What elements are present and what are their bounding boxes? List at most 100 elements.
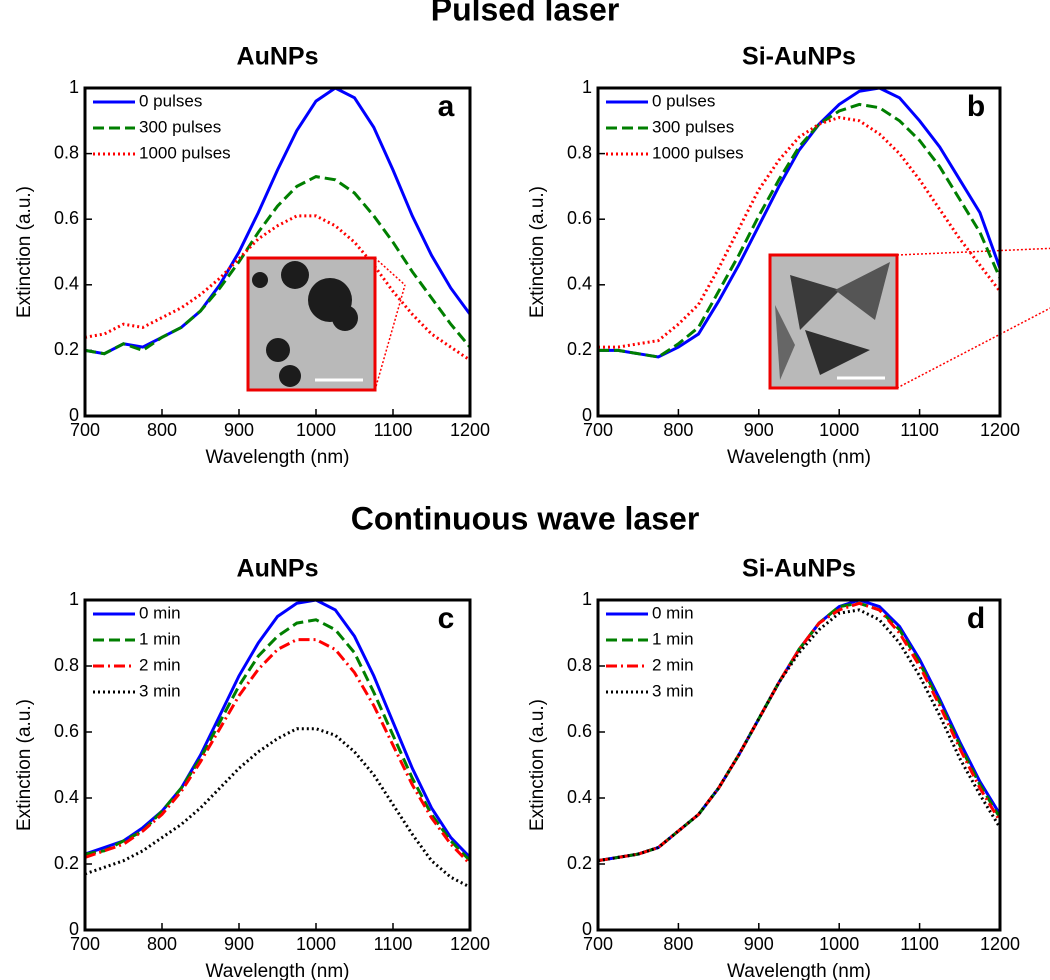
y-tick-label: 1 bbox=[582, 589, 592, 609]
x-tick-label: 700 bbox=[70, 420, 100, 440]
y-tick-label: 0 bbox=[69, 919, 79, 939]
legend-label: 1 min bbox=[139, 629, 181, 648]
inset-image bbox=[768, 253, 899, 390]
y-tick-label: 1 bbox=[69, 589, 79, 609]
y-tick-label: 0.4 bbox=[54, 787, 79, 807]
data-line bbox=[85, 88, 470, 356]
x-tick-label: 1200 bbox=[450, 934, 490, 954]
x-tick-label: 900 bbox=[224, 934, 254, 954]
x-tick-label: 1000 bbox=[819, 934, 859, 954]
particle bbox=[805, 330, 870, 375]
y-tick-label: 0 bbox=[582, 405, 592, 425]
legend-label: 300 pulses bbox=[139, 117, 221, 136]
particle bbox=[790, 275, 840, 330]
section-heading: Pulsed laser bbox=[431, 0, 620, 27]
data-line bbox=[85, 638, 470, 866]
legend-label: 1 min bbox=[652, 629, 694, 648]
y-tick-label: 0.6 bbox=[567, 208, 592, 228]
chart-title: AuNPs bbox=[237, 43, 319, 71]
legend-label: 2 min bbox=[139, 655, 181, 674]
y-tick-label: 0.8 bbox=[567, 142, 592, 162]
particle bbox=[266, 338, 290, 362]
panel-label: b bbox=[967, 90, 985, 123]
x-tick-label: 700 bbox=[583, 420, 613, 440]
x-tick-label: 900 bbox=[744, 420, 774, 440]
particle bbox=[835, 262, 890, 320]
particle bbox=[332, 305, 358, 331]
y-axis-label: Extinction (a.u.) bbox=[14, 699, 35, 831]
inset-pointer bbox=[896, 247, 1050, 256]
inset-image bbox=[896, 247, 1050, 389]
y-tick-label: 0 bbox=[582, 919, 592, 939]
x-tick-label: 1100 bbox=[374, 420, 413, 440]
plot-frame bbox=[596, 598, 1002, 932]
y-tick-label: 0.6 bbox=[567, 721, 592, 741]
y-tick-label: 0.6 bbox=[54, 208, 79, 228]
chart-title: AuNPs bbox=[237, 555, 319, 583]
panel-label: a bbox=[438, 90, 455, 123]
inset-pointer bbox=[374, 257, 406, 286]
y-tick-label: 0.2 bbox=[54, 853, 79, 873]
y-axis-label: Extinction (a.u.) bbox=[14, 186, 35, 318]
chart-title: Si-AuNPs bbox=[742, 43, 856, 71]
x-tick-label: 1100 bbox=[900, 934, 939, 954]
y-axis-label: Extinction (a.u.) bbox=[527, 186, 548, 318]
y-tick-label: 1 bbox=[69, 77, 79, 97]
x-axis-label: Wavelength (nm) bbox=[206, 961, 350, 980]
y-tick-label: 0.8 bbox=[54, 655, 79, 675]
y-tick-label: 0.8 bbox=[54, 142, 79, 162]
data-line bbox=[85, 600, 470, 859]
plot-frame bbox=[596, 86, 1002, 418]
particle bbox=[775, 305, 795, 380]
legend-label: 0 min bbox=[139, 603, 181, 622]
y-tick-label: 0.8 bbox=[567, 655, 592, 675]
x-tick-label: 1000 bbox=[296, 934, 336, 954]
chart-title: Si-AuNPs bbox=[742, 555, 856, 583]
particle bbox=[279, 365, 301, 387]
y-tick-label: 0.4 bbox=[567, 274, 592, 294]
inset-pointer bbox=[896, 307, 1050, 389]
legend-label: 0 pulses bbox=[139, 91, 202, 110]
plot-frame bbox=[83, 86, 472, 418]
legend-label: 1000 pulses bbox=[652, 143, 744, 162]
x-tick-label: 1200 bbox=[450, 420, 490, 440]
y-tick-label: 0.4 bbox=[567, 787, 592, 807]
y-tick-label: 0.2 bbox=[54, 339, 79, 359]
data-line bbox=[598, 608, 1000, 863]
x-tick-label: 800 bbox=[147, 934, 177, 954]
y-tick-label: 0.2 bbox=[567, 339, 592, 359]
data-line bbox=[598, 102, 1000, 359]
legend-label: 1000 pulses bbox=[139, 143, 231, 162]
x-tick-label: 1000 bbox=[819, 420, 859, 440]
x-tick-label: 1200 bbox=[980, 934, 1020, 954]
y-tick-label: 0 bbox=[69, 405, 79, 425]
x-tick-label: 800 bbox=[663, 934, 693, 954]
x-tick-label: 900 bbox=[744, 934, 774, 954]
data-line bbox=[85, 214, 470, 362]
legend-label: 300 pulses bbox=[652, 117, 734, 136]
x-tick-label: 1100 bbox=[374, 934, 413, 954]
x-tick-label: 700 bbox=[70, 934, 100, 954]
inset-image bbox=[374, 257, 406, 391]
y-tick-label: 0.2 bbox=[567, 853, 592, 873]
inset-pointer bbox=[374, 284, 406, 391]
legend-label: 0 pulses bbox=[652, 91, 715, 110]
y-tick-label: 0.6 bbox=[54, 721, 79, 741]
x-tick-label: 800 bbox=[147, 420, 177, 440]
panel-label: c bbox=[438, 602, 455, 635]
legend-label: 2 min bbox=[652, 655, 694, 674]
x-tick-label: 900 bbox=[224, 420, 254, 440]
panel-label: d bbox=[967, 602, 985, 635]
x-axis-label: Wavelength (nm) bbox=[206, 447, 350, 468]
y-tick-label: 1 bbox=[582, 77, 592, 97]
plot-frame bbox=[83, 598, 472, 932]
data-line bbox=[85, 175, 470, 356]
data-line bbox=[598, 115, 1000, 349]
x-tick-label: 800 bbox=[663, 420, 693, 440]
section-heading: Continuous wave laser bbox=[351, 500, 700, 536]
particle bbox=[252, 272, 268, 288]
x-tick-label: 700 bbox=[583, 934, 613, 954]
particle bbox=[281, 261, 309, 289]
y-axis-label: Extinction (a.u.) bbox=[527, 699, 548, 831]
